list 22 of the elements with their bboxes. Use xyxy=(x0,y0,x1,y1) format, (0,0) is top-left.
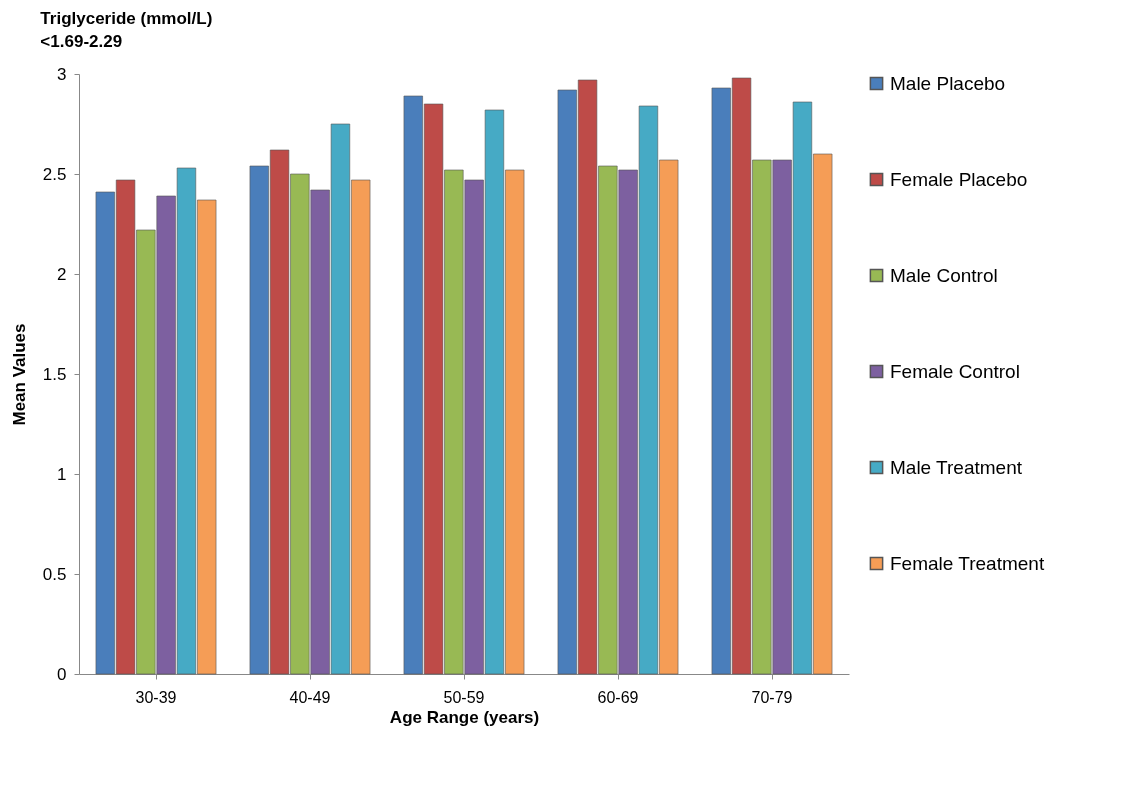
chart-subtitle: <1.69-2.29 xyxy=(40,32,123,51)
x-tick-label: 30-39 xyxy=(135,688,177,706)
legend-label: Male Treatment xyxy=(890,456,1023,478)
x-tick-label: 60-69 xyxy=(597,688,639,706)
legend-label: Male Placebo xyxy=(890,72,1006,94)
y-tick-label: 0.5 xyxy=(42,564,67,584)
x-tick-label: 40-49 xyxy=(289,688,331,706)
legend-label: Female Treatment xyxy=(890,552,1045,574)
y-tick-label: 2 xyxy=(57,264,67,284)
y-tick-label: 1 xyxy=(57,464,67,484)
legend-label: Female Placebo xyxy=(890,168,1028,190)
y-tick-label: 2.5 xyxy=(42,164,67,184)
y-axis-title: Mean Values xyxy=(9,323,29,426)
legend-label: Female Control xyxy=(890,360,1020,382)
x-axis-title: Age Range (years) xyxy=(389,707,540,727)
y-tick-label: 1.5 xyxy=(42,364,67,384)
x-tick-label: 70-79 xyxy=(751,688,793,706)
legend-label: Male Control xyxy=(890,264,998,286)
x-tick-label: 50-59 xyxy=(443,688,485,706)
y-tick-label: 3 xyxy=(57,64,67,84)
chart-title: Triglyceride (mmol/L) xyxy=(40,9,213,28)
y-tick-label: 0 xyxy=(57,664,67,684)
